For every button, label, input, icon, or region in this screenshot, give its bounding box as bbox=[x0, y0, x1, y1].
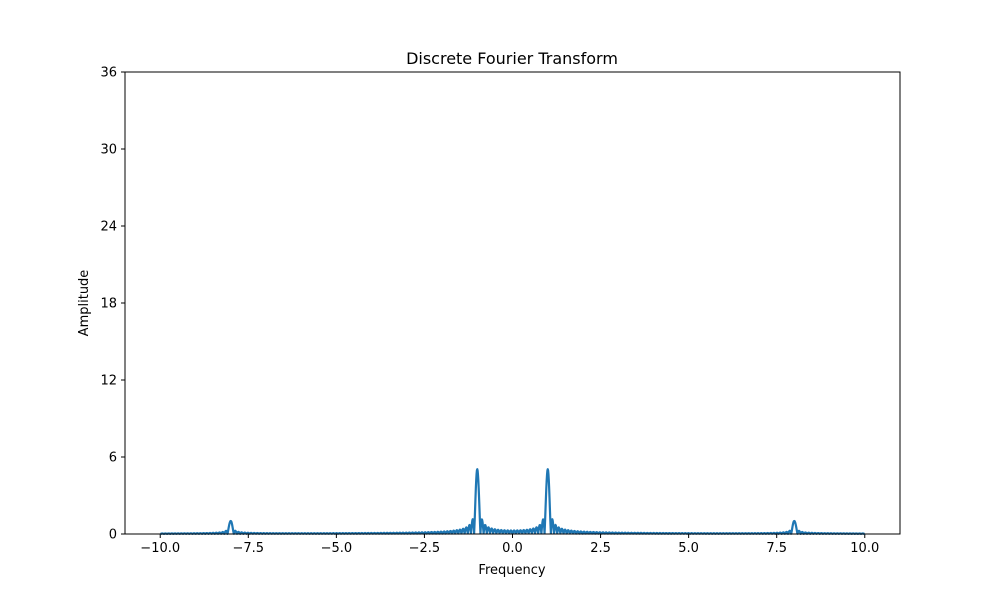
y-tick-label: 18 bbox=[100, 297, 117, 312]
y-axis-ticks: 0 6 12 18 24 30 36 bbox=[100, 66, 125, 543]
x-tick-label: −5.0 bbox=[321, 541, 353, 556]
x-tick-label: 5.0 bbox=[678, 541, 699, 556]
y-tick-label: 12 bbox=[100, 374, 117, 389]
x-tick-label: 10.0 bbox=[850, 541, 879, 556]
y-tick-label: 0 bbox=[109, 528, 117, 543]
x-tick-label: 7.5 bbox=[766, 541, 787, 556]
plot-frame bbox=[124, 71, 901, 535]
x-tick-label: 0.0 bbox=[502, 541, 523, 556]
x-axis-label: Frequency bbox=[478, 563, 545, 578]
y-tick-label: 30 bbox=[100, 143, 117, 158]
x-tick-label: −2.5 bbox=[409, 541, 441, 556]
y-tick-label: 24 bbox=[100, 220, 117, 235]
plot-area bbox=[125, 72, 900, 534]
x-tick-label: 2.5 bbox=[590, 541, 611, 556]
y-tick-label: 6 bbox=[109, 451, 117, 466]
x-tick-label: −10.0 bbox=[140, 541, 180, 556]
x-tick-label: −7.5 bbox=[233, 541, 265, 556]
x-axis-ticks: −10.0 −7.5 −5.0 −2.5 0.0 2.5 5.0 7.5 10.0 bbox=[140, 534, 879, 556]
y-axis-label: Amplitude bbox=[77, 270, 92, 337]
y-tick-label: 36 bbox=[100, 66, 117, 81]
chart-title: Discrete Fourier Transform bbox=[406, 49, 618, 68]
